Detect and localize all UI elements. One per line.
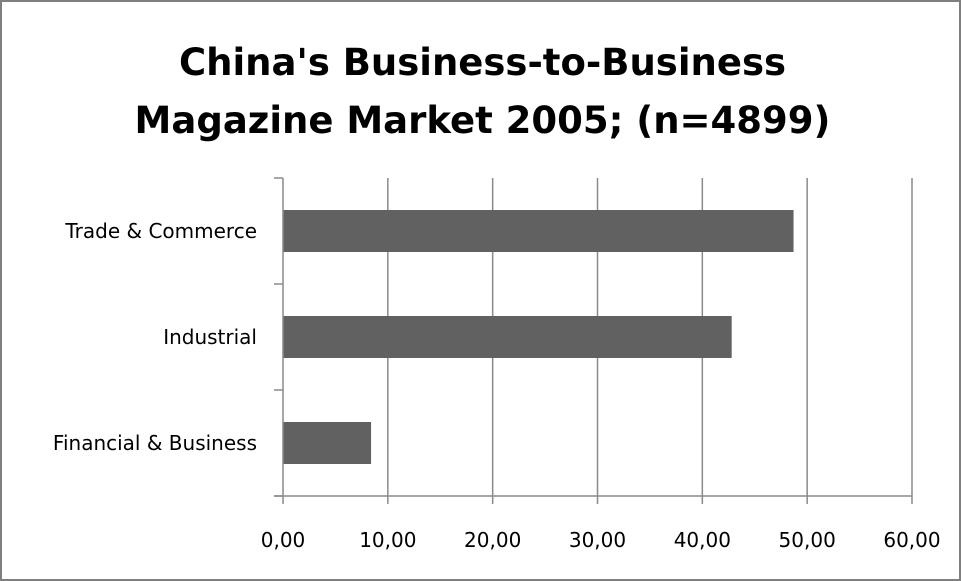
bar-1 bbox=[283, 316, 732, 358]
bar-0 bbox=[283, 210, 794, 252]
x-tick-label-4: 40,00 bbox=[674, 528, 731, 552]
category-label-0: Trade & Commerce bbox=[64, 219, 257, 243]
axes bbox=[274, 177, 913, 504]
x-tick-label-1: 10,00 bbox=[359, 528, 416, 552]
chart-title-line-2: Magazine Market 2005; (n=4899) bbox=[134, 99, 831, 142]
x-tick-label-5: 50,00 bbox=[779, 528, 836, 552]
chart-title: China's Business-to-Business Magazine Ma… bbox=[2, 34, 961, 150]
category-label-2: Financial & Business bbox=[53, 431, 257, 455]
x-tick-label-2: 20,00 bbox=[464, 528, 521, 552]
category-label-1: Industrial bbox=[163, 325, 257, 349]
bar-2 bbox=[283, 422, 372, 464]
x-tick-label-0: 0,00 bbox=[261, 528, 306, 552]
labels: Trade & Commerce Industrial Financial & Bu… bbox=[53, 219, 941, 552]
x-tick-label-6: 60,00 bbox=[883, 528, 940, 552]
x-tick-label-3: 30,00 bbox=[569, 528, 626, 552]
chart-title-line-1: China's Business-to-Business bbox=[179, 41, 786, 84]
bars bbox=[283, 210, 794, 464]
